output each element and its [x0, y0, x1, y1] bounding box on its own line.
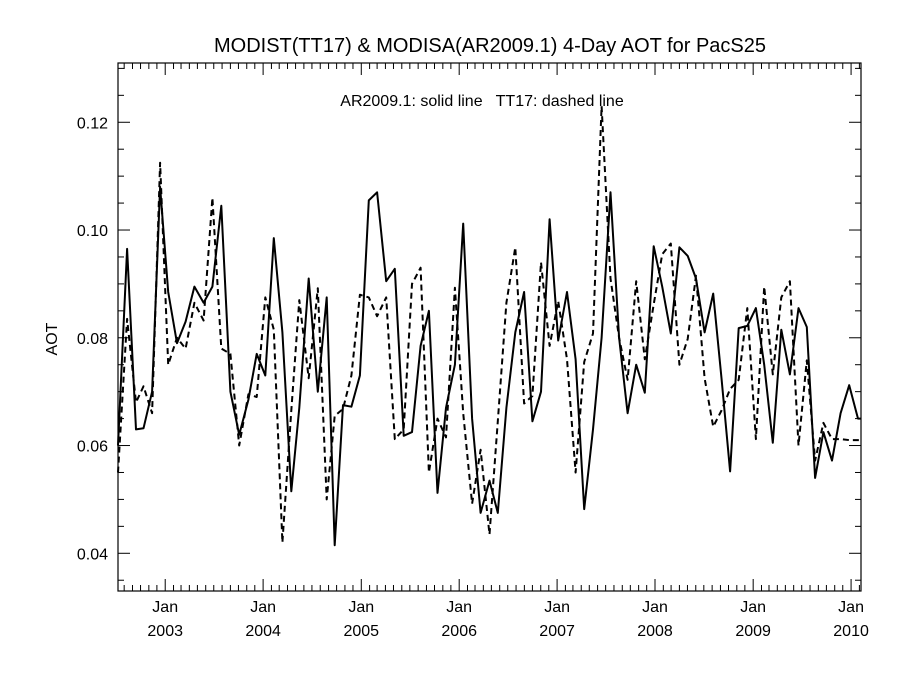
x-axis-ticks: Jan 2003 Jan 2004 Jan 2005 Jan 2006 Jan 2007 Jan 20… [123, 63, 869, 640]
y-axis-label: AOT [44, 322, 61, 355]
ar2009-solid-line [117, 185, 861, 547]
x-tick-year: 2008 [637, 623, 673, 640]
x-tick-year: 2009 [735, 623, 771, 640]
y-tick-label: 0.12 [77, 115, 108, 132]
x-tick-year: 2010 [833, 623, 869, 640]
x-tick-month: Jan [250, 599, 276, 616]
y-tick-label: 0.06 [77, 439, 108, 456]
x-tick-month: Jan [544, 599, 570, 616]
x-tick-month: Jan [348, 599, 374, 616]
x-tick-month: Jan [838, 599, 864, 616]
x-tick-month: Jan [446, 599, 472, 616]
plot-frame [117, 62, 862, 592]
x-tick-month: Jan [740, 599, 766, 616]
series-group [117, 105, 861, 547]
x-tick-year: 2007 [539, 623, 575, 640]
x-tick-month: Jan [642, 599, 668, 616]
line-style-annotation: AR2009.1: solid line TT17: dashed line [340, 93, 624, 110]
chart-title: MODIST(TT17) & MODISA(AR2009.1) 4-Day AO… [214, 35, 766, 57]
x-tick-year: 2003 [147, 623, 183, 640]
y-axis-ticks: 0.04 0.06 0.08 0.10 0.12 [77, 67, 861, 581]
x-tick-year: 2005 [343, 623, 379, 640]
y-tick-label: 0.10 [77, 223, 108, 240]
x-tick-year: 2004 [245, 623, 281, 640]
tt17-dashed-line [117, 105, 861, 544]
x-tick-year: 2006 [441, 623, 477, 640]
y-tick-label: 0.08 [77, 331, 108, 348]
y-tick-label: 0.04 [77, 546, 108, 563]
x-tick-month: Jan [152, 599, 178, 616]
